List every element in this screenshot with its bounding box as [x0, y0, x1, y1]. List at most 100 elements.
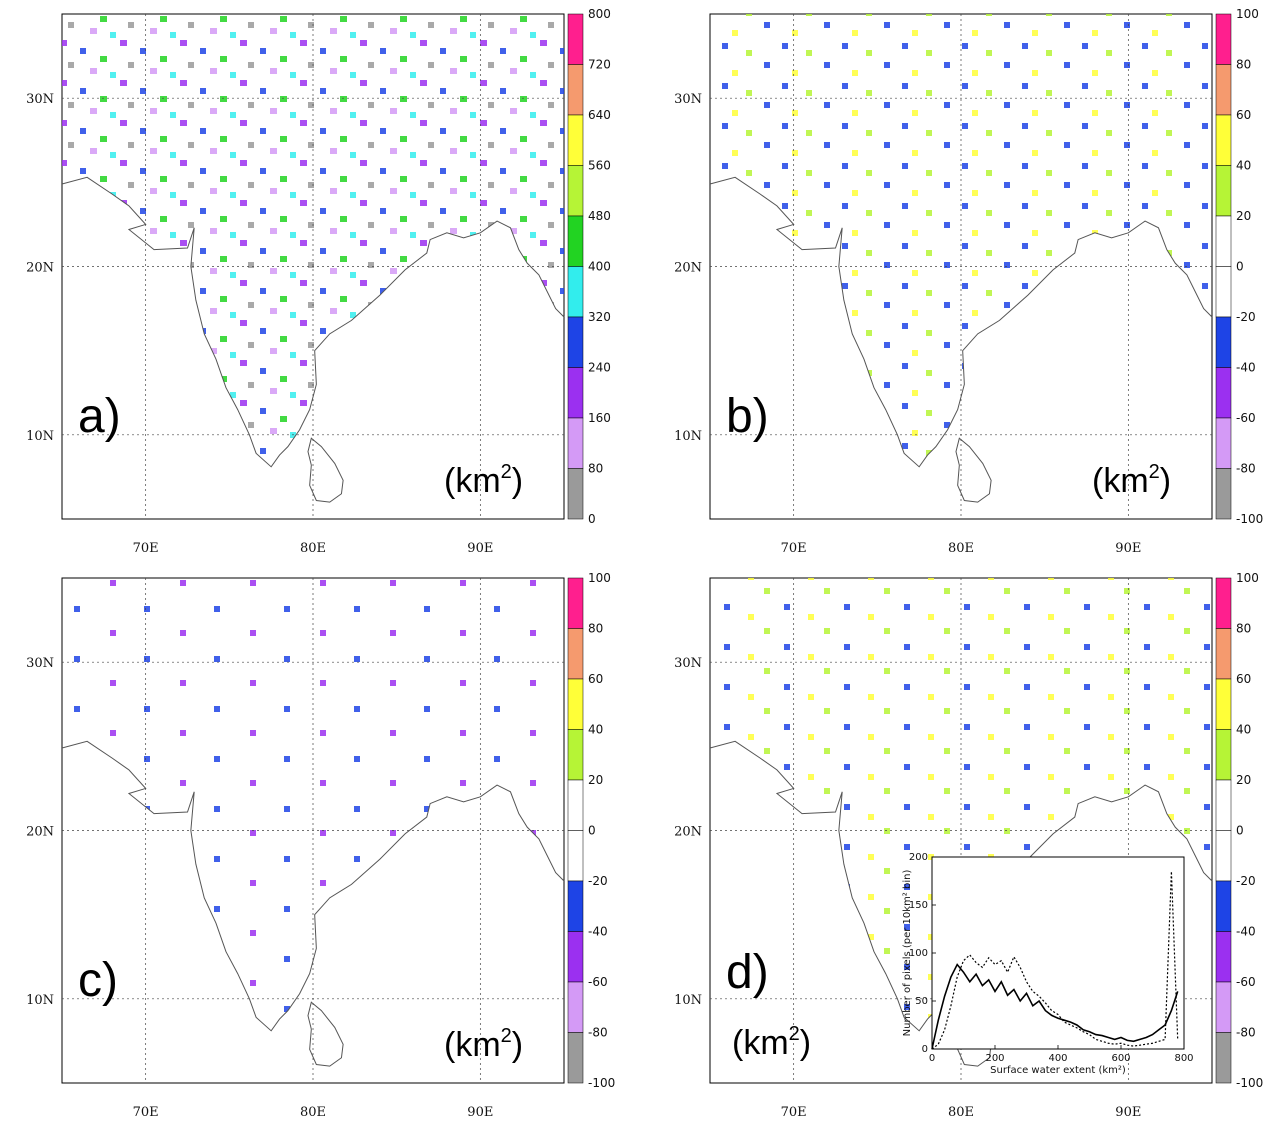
unit-base: (km	[732, 1024, 789, 1062]
lon-tick-label: 70E	[133, 541, 159, 556]
colorbar-segment	[567, 64, 584, 116]
colorbar-label: -40	[1236, 925, 1256, 939]
colorbar-segment	[1215, 931, 1232, 983]
inset-x-axis-label: Surface water extent (km²)	[990, 1065, 1126, 1076]
inset-y-tick-label: 50	[915, 996, 928, 1007]
colorbar-label: 60	[1236, 672, 1251, 686]
unit-label: (km2)	[1092, 461, 1171, 500]
colorbar-label: -60	[1236, 411, 1256, 425]
unit-base: (km	[444, 462, 501, 500]
inset-y-tick-label: 0	[922, 1044, 928, 1055]
colorbar-segment	[567, 316, 584, 368]
unit-superscript: 2	[501, 1025, 512, 1047]
unit-base: (km	[1092, 462, 1149, 500]
colorbar-label: 100	[588, 571, 611, 585]
colorbar-label: 0	[1236, 824, 1244, 838]
colorbar-segment	[1215, 215, 1232, 267]
colorbar-segment	[567, 880, 584, 932]
colorbar-label: -20	[1236, 874, 1256, 888]
colorbar-label: 100	[1236, 571, 1259, 585]
inset-y-tick-label: 200	[909, 852, 928, 863]
unit-label: (km2)	[444, 461, 523, 500]
coastline	[709, 176, 1213, 468]
inset-x-tick-label: 0	[929, 1053, 935, 1064]
colorbar-segment	[1215, 468, 1232, 520]
lon-tick-label: 90E	[1115, 1105, 1141, 1120]
colorbar-segment	[567, 114, 584, 166]
colorbar-label: 400	[588, 260, 611, 274]
lon-tick-label: 90E	[1115, 541, 1141, 556]
colorbar-segment	[567, 779, 584, 831]
lon-tick-label: 70E	[781, 541, 807, 556]
lat-tick-label: 20N	[26, 825, 54, 840]
colorbar-segment	[567, 13, 584, 65]
colorbar-segment	[567, 981, 584, 1033]
lat-tick-label: 20N	[674, 825, 702, 840]
unit-close: )	[512, 462, 523, 500]
coastline	[61, 740, 565, 1032]
colorbar-segment	[1215, 417, 1232, 469]
colorbar-segment	[567, 417, 584, 469]
colorbar-segment	[567, 165, 584, 217]
lon-tick-label: 80E	[948, 541, 974, 556]
lon-tick-label: 80E	[300, 1105, 326, 1120]
colorbar-label: -20	[1236, 310, 1256, 324]
colorbar-label: 480	[588, 209, 611, 223]
lat-tick-label: 30N	[674, 92, 702, 107]
unit-close: )	[512, 1026, 523, 1064]
inset-series-dotted	[931, 871, 1179, 1050]
inset-x-tick-label: 400	[1048, 1053, 1067, 1064]
colorbar-label: 80	[588, 462, 603, 476]
colorbar-label: 60	[1236, 108, 1251, 122]
inset-x-tick-label: 200	[985, 1053, 1004, 1064]
lon-tick-label: 90E	[467, 541, 493, 556]
colorbar-segment	[1215, 830, 1232, 882]
colorbar-segment	[1215, 266, 1232, 318]
colorbar-segment	[567, 367, 584, 419]
colorbar-label: 0	[1236, 260, 1244, 274]
colorbar-segment	[1215, 880, 1232, 932]
colorbar-label: -100	[1236, 512, 1263, 526]
colorbar-label: 640	[588, 108, 611, 122]
colorbar-label: -60	[1236, 975, 1256, 989]
colorbar-segment	[567, 266, 584, 318]
lon-tick-label: 90E	[467, 1105, 493, 1120]
lat-tick-label: 30N	[674, 656, 702, 671]
colorbar-label: 100	[1236, 7, 1259, 21]
panel-label: d)	[726, 946, 769, 999]
colorbar-segment	[1215, 367, 1232, 419]
inset-x-tick-label: 800	[1174, 1053, 1193, 1064]
colorbar-label: 20	[1236, 209, 1251, 223]
coastline	[61, 176, 565, 468]
unit-base: (km	[444, 1026, 501, 1064]
colorbar-label: -60	[588, 975, 608, 989]
colorbar-segment	[567, 468, 584, 520]
map-panel-a: 70E 80E 90E30N20N10N8007206405604804003202…	[26, 7, 611, 556]
map-panel-c: 70E 80E 90E 30N 20N 10N 100 80 60 40 20 0 -20 -40 -60 -…	[26, 571, 615, 1120]
colorbar-label: 80	[588, 622, 603, 636]
unit-close: )	[800, 1024, 811, 1062]
colorbar-label: 60	[588, 672, 603, 686]
colorbar-segment	[567, 1032, 584, 1084]
lat-tick-label: 10N	[26, 993, 54, 1008]
colorbar-segment	[1215, 779, 1232, 831]
colorbar-label: -100	[588, 1076, 615, 1090]
colorbar-label: 240	[588, 361, 611, 375]
colorbar-segment	[567, 830, 584, 882]
sri-lanka-outline	[955, 437, 992, 503]
colorbar-segment	[1215, 577, 1232, 629]
colorbar-segment	[567, 628, 584, 680]
colorbar-label: 80	[1236, 58, 1251, 72]
colorbar-segment	[1215, 165, 1232, 217]
lon-tick-label: 70E	[133, 1105, 159, 1120]
colorbar-label: 800	[588, 7, 611, 21]
colorbar-label: -40	[1236, 361, 1256, 375]
colorbar-segment	[1215, 628, 1232, 680]
lat-tick-label: 10N	[674, 993, 702, 1008]
colorbar-label: 20	[1236, 773, 1251, 787]
colorbar-segment	[567, 577, 584, 629]
colorbar-segment	[1215, 64, 1232, 116]
colorbar-label: -40	[588, 925, 608, 939]
colorbar-segment	[567, 729, 584, 781]
